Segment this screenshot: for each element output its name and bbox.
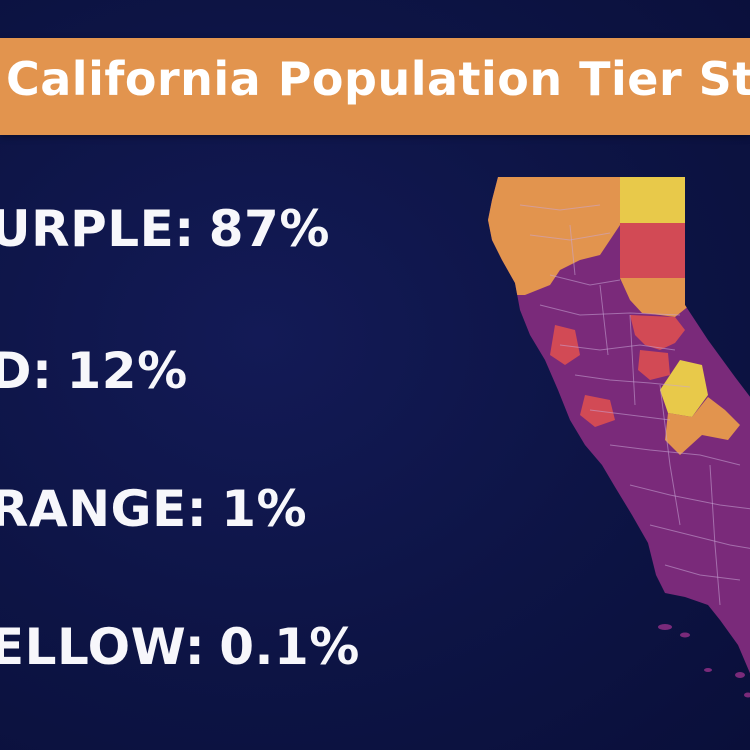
map-island [704, 668, 712, 672]
map-yellow-north [620, 177, 690, 223]
tier-yellow-label: ELLOW [0, 618, 185, 676]
map-island [735, 672, 745, 678]
tier-orange-label: RANGE [0, 480, 187, 538]
tier-purple-value: 87% [208, 200, 330, 258]
map-island [680, 632, 690, 638]
map-island [658, 624, 672, 630]
map-orange-northwest [488, 177, 620, 295]
tier-yellow-value: 0.1% [219, 618, 360, 676]
tier-orange-value: 1% [221, 480, 308, 538]
map-red-bay [638, 350, 670, 380]
tier-purple-stat: URPLE: 87% [0, 200, 330, 258]
map-orange-northeast [620, 278, 690, 317]
tier-red-stat: D: 12% [0, 342, 188, 400]
tier-yellow-stat: ELLOW: 0.1% [0, 618, 360, 676]
map-orange-sierra [665, 397, 740, 455]
title-bar: California Population Tier Status [0, 38, 750, 135]
map-red-west [550, 325, 580, 365]
slide-title: California Population Tier Status [6, 52, 750, 106]
tier-orange-stat: RANGE: 1% [0, 480, 307, 538]
tier-purple-label: URPLE [0, 200, 175, 258]
county-borders [519, 204, 750, 606]
tier-red-value: 12% [66, 342, 188, 400]
map-yellow-sierra [660, 360, 708, 417]
tier-red-label: D [0, 342, 33, 400]
map-island [744, 692, 750, 698]
map-red-north [620, 223, 690, 278]
map-red-central [630, 315, 685, 350]
california-county-map [488, 177, 750, 698]
